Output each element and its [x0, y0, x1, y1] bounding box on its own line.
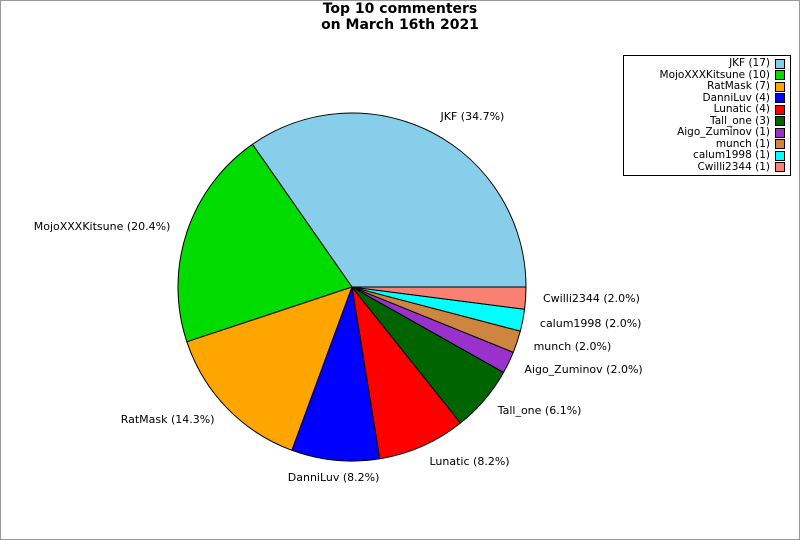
chart-title-line2: on March 16th 2021: [321, 16, 479, 33]
slice-label-Aigo_Zuminov: Aigo_Zuminov (2.0%): [524, 363, 643, 376]
legend-swatch-munch: [775, 139, 785, 150]
legend-label-DanniLuv: DanniLuv (4): [702, 91, 771, 104]
legend-row: calum1998 (1): [629, 149, 785, 162]
legend-label-calum1998: calum1998 (1): [693, 149, 770, 161]
legend-row: munch (1): [629, 137, 785, 151]
legend-row: Lunatic (4): [629, 103, 785, 116]
legend-swatch-calum1998: [775, 150, 785, 161]
slice-label-JKF: JKF (34.7%): [440, 110, 505, 124]
slice-label-calum1998: calum1998 (2.0%): [539, 316, 642, 330]
slice-label-DanniLuv: DanniLuv (8.2%): [287, 470, 380, 484]
chart-title: Top 10 commenters on March 16th 2021: [1, 1, 799, 33]
pie-slice-MojoXXXKitsune: [177, 143, 353, 343]
legend-swatch-JKF: [775, 58, 785, 69]
legend-label-munch: munch (1): [715, 137, 770, 150]
legend-swatch-DanniLuv: [775, 93, 785, 104]
slice-label-Lunatic: Lunatic (8.2%): [429, 455, 510, 468]
legend-label-RatMask: RatMask (7): [707, 80, 770, 92]
legend-row: Cwilli2344 (1): [629, 160, 785, 174]
legend-label-Lunatic: Lunatic (4): [713, 103, 770, 115]
legend: JKF (17) MojoXXXKitsune (10) RatMask (7) Da…: [623, 55, 791, 176]
legend-label-MojoXXXKitsune: MojoXXXKitsune (10): [659, 68, 770, 81]
legend-swatch-Lunatic: [775, 104, 785, 115]
chart-title-line1: Top 10 commenters: [322, 1, 478, 17]
legend-swatch-Aigo_Zuminov: [775, 127, 785, 138]
pie-slice-DanniLuv: [291, 286, 381, 462]
pie-slice-Lunatic: [351, 286, 461, 460]
legend-swatch-Tall_one: [775, 116, 785, 127]
legend-row: DanniLuv (4): [629, 91, 785, 105]
pie-slice-RatMask: [186, 286, 353, 451]
legend-label-Cwilli2344: Cwilli2344 (1): [697, 160, 770, 173]
legend-label-JKF: JKF (17): [729, 57, 770, 69]
slice-label-RatMask: RatMask (14.3%): [120, 413, 215, 427]
legend-swatch-RatMask: [775, 81, 785, 92]
legend-row: RatMask (7): [629, 80, 785, 93]
legend-swatch-Cwilli2344: [775, 162, 785, 173]
slice-label-Tall_one: Tall_one (6.1%): [497, 404, 582, 418]
pie-slice-JKF: [251, 112, 527, 288]
legend-row: JKF (17): [629, 57, 785, 70]
slice-label-MojoXXXKitsune: MojoXXXKitsune (20.4%): [33, 219, 171, 233]
legend-row: Tall_one (3): [629, 114, 785, 128]
slice-label-munch: munch (2.0%): [533, 340, 612, 354]
pie-slice-Cwilli2344: [351, 286, 527, 310]
legend-row: Aigo_Zuminov (1): [629, 126, 785, 139]
legend-label-Aigo_Zuminov: Aigo_Zuminov (1): [677, 126, 770, 138]
legend-swatch-MojoXXXKitsune: [775, 70, 785, 81]
legend-label-Tall_one: Tall_one (3): [710, 114, 770, 127]
slice-label-Cwilli2344: Cwilli2344 (2.0%): [543, 292, 640, 306]
legend-row: MojoXXXKitsune (10): [629, 68, 785, 82]
